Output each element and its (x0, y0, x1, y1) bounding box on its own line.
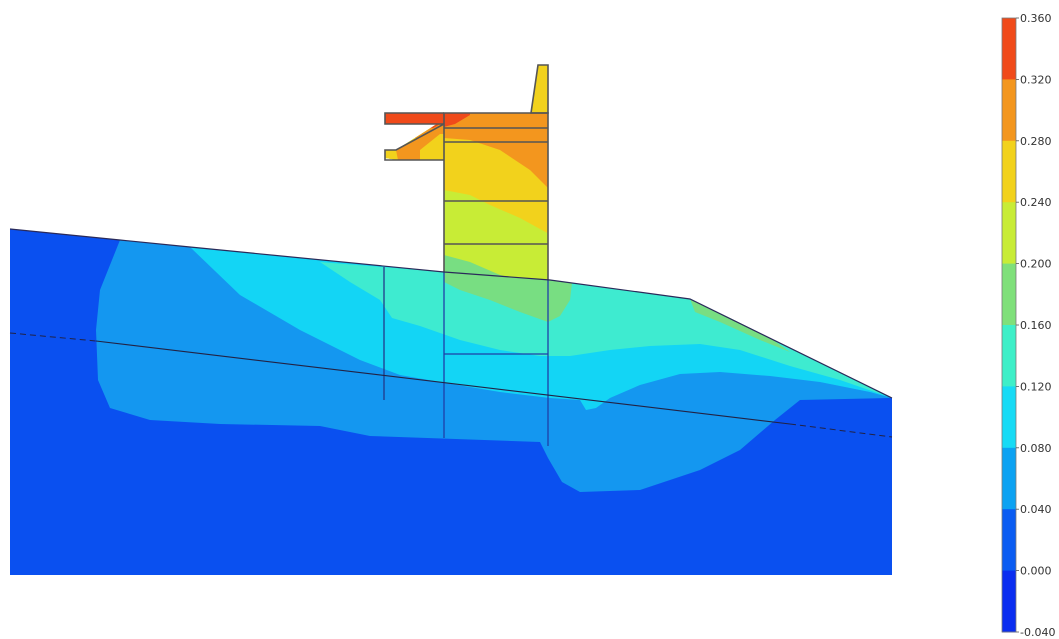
soil-band-0-200 (444, 272, 572, 322)
colorbar-tick-label: 0.040 (1020, 503, 1052, 516)
soil-band-slope (690, 299, 790, 352)
water-table-solid (95, 340, 791, 425)
colorbar-tick-label: 0.120 (1020, 380, 1052, 393)
colorbar-tick-label: 0.360 (1020, 12, 1052, 25)
colorbar-tick-label: 0.080 (1020, 442, 1052, 455)
colorbar-band (1002, 570, 1016, 633)
colorbar-tick-label: 0.200 (1020, 258, 1052, 271)
colorbar-band (1002, 18, 1016, 80)
water-table-dashed-left (9, 332, 97, 342)
soil-band-0-160 (320, 262, 892, 398)
colorbar-band (1002, 325, 1016, 387)
colorbar-band (1002, 447, 1016, 510)
colorbar-tick-label: 0.000 (1020, 565, 1052, 578)
colorbar-band (1002, 202, 1016, 265)
parapet-fill (531, 65, 548, 113)
ground-surface-line (9, 228, 893, 399)
water-table-dashed-right (789, 423, 893, 438)
colorbar-tick-label: 0.240 (1020, 196, 1052, 209)
cantilever-fill (385, 113, 444, 124)
colorbar-band (1002, 79, 1016, 142)
colorbar-band (1002, 509, 1016, 572)
colorbar: 0.360 0.320 0.280 0.240 0.200 0.160 0.120 0.080… (1001, 12, 1055, 639)
embedded-lines (383, 267, 549, 446)
colorbar-band (1002, 263, 1016, 326)
colorbar-band (1002, 140, 1016, 203)
colorbar-tick-label: -0.040 (1020, 626, 1055, 639)
colorbar-tick-label: 0.280 (1020, 135, 1052, 148)
bracket-fill-2 (420, 134, 444, 160)
colorbar-band (1002, 386, 1016, 449)
colorbar-tick-label: 0.160 (1020, 319, 1052, 332)
soil-domain (10, 229, 892, 575)
colorbar-tick-label: 0.320 (1020, 73, 1052, 86)
structure-outlines (384, 64, 549, 280)
